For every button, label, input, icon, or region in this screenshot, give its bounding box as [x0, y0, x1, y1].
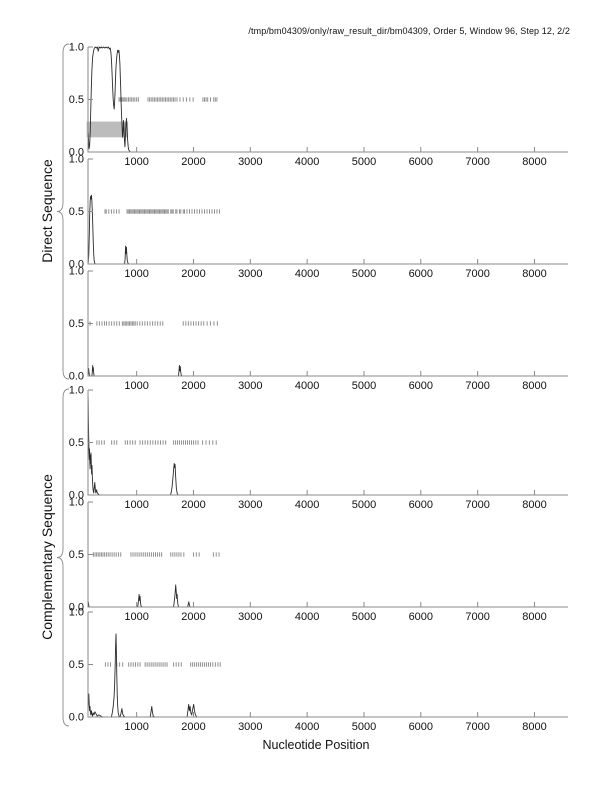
panel-direct-frame-1: 0.0 0.5 1.0 1000 2000 3000 4000 5000 6000 7000 800… [69, 42, 568, 168]
x-tick-label: 1000 [124, 268, 148, 280]
panel-direct-frame-2: 0.0 0.5 1.0 1000 2000 3000 4000 5000 6000 7000 800… [69, 154, 568, 280]
marks-row [104, 662, 221, 667]
x-tick-label: 2000 [181, 380, 205, 392]
x-tick-label: 6000 [409, 156, 433, 168]
x-axis-label: Nucleotide Position [262, 738, 370, 752]
x-tick-label: 7000 [465, 611, 489, 623]
x-tick-label: 3000 [238, 380, 262, 392]
x-tick-label: 6000 [409, 268, 433, 280]
axes-spines [87, 159, 568, 265]
marks-row [96, 440, 217, 445]
panel-complementary-frame-2: 0.0 0.5 1.0 1000 2000 3000 4000 5000 6000 7000 800… [69, 497, 568, 623]
x-tick-label: 7000 [465, 268, 489, 280]
marks-row [89, 321, 218, 326]
x-tick-label: 5000 [352, 611, 376, 623]
x-tick-label: 2000 [181, 721, 205, 733]
x-tick-label: 6000 [409, 721, 433, 733]
y-tick-label: 0.5 [69, 549, 84, 561]
marks-row [104, 209, 221, 214]
x-tick-label: 5000 [352, 156, 376, 168]
x-tick-label: 8000 [522, 721, 546, 733]
x-tick-label: 8000 [522, 611, 546, 623]
y-tick-label: 1.0 [69, 154, 84, 166]
y-tick-label: 1.0 [69, 42, 84, 54]
x-tick-label: 1000 [124, 499, 148, 511]
x-tick-label: 5000 [352, 268, 376, 280]
probability-curve [87, 194, 568, 265]
x-tick-label: 3000 [238, 268, 262, 280]
predicted-region-box [86, 121, 129, 138]
x-tick-label: 6000 [409, 499, 433, 511]
plot-title: /tmp/bm04309/only/raw_result_dir/bm04309… [248, 26, 570, 36]
x-tick-label: 4000 [295, 611, 319, 623]
y-tick-label: 1.0 [69, 385, 84, 397]
x-tick-label: 1000 [124, 380, 148, 392]
x-tick-label: 2000 [181, 499, 205, 511]
axes-spines [87, 612, 568, 718]
complementary-sequence-brace [56, 388, 70, 727]
x-tick-label: 3000 [238, 721, 262, 733]
x-tick-label: 7000 [465, 499, 489, 511]
y-tick-label: 1.0 [69, 497, 84, 509]
axes-spines [87, 47, 568, 153]
x-tick-label: 8000 [522, 156, 546, 168]
probability-curve [87, 46, 568, 153]
x-tick-label: 5000 [352, 499, 376, 511]
panel-direct-frame-3: 0.0 0.5 1.0 1000 2000 3000 4000 5000 6000 7000 800… [69, 266, 568, 392]
x-tick-label: 7000 [465, 156, 489, 168]
y-tick-label: 0.0 [69, 147, 84, 159]
x-tick-label: 4000 [295, 721, 319, 733]
x-tick-label: 3000 [238, 499, 262, 511]
x-tick-label: 7000 [465, 721, 489, 733]
direct-sequence-brace [56, 43, 70, 380]
panel-complementary-frame-3: 0.0 0.5 1.0 1000 2000 3000 4000 5000 6000 7000 800… [69, 607, 568, 733]
y-tick-label: 0.0 [69, 602, 84, 614]
y-tick-label: 0.5 [69, 94, 84, 106]
y-tick-label: 1.0 [69, 266, 84, 278]
x-tick-label: 2000 [181, 156, 205, 168]
x-tick-label: 8000 [522, 499, 546, 511]
x-tick-label: 3000 [238, 611, 262, 623]
panel-complementary-frame-1: 0.0 0.5 1.0 1000 2000 3000 4000 5000 6000 7000 800… [69, 385, 568, 511]
x-tick-label: 7000 [465, 380, 489, 392]
probability-curve [87, 365, 568, 377]
y-tick-label: 0.0 [69, 490, 84, 502]
x-tick-label: 5000 [352, 721, 376, 733]
x-tick-label: 6000 [409, 380, 433, 392]
x-tick-label: 4000 [295, 156, 319, 168]
y-tick-label: 0.0 [69, 712, 84, 724]
y-tick-label: 1.0 [69, 607, 84, 619]
x-tick-label: 4000 [295, 380, 319, 392]
x-tick-label: 8000 [522, 268, 546, 280]
x-tick-label: 4000 [295, 499, 319, 511]
x-tick-label: 1000 [124, 611, 148, 623]
x-tick-label: 2000 [181, 268, 205, 280]
probability-curve [87, 393, 568, 496]
y-tick-label: 0.5 [69, 437, 84, 449]
y-tick-label: 0.5 [69, 206, 84, 218]
x-tick-label: 5000 [352, 380, 376, 392]
x-tick-label: 6000 [409, 611, 433, 623]
y-tick-label: 0.0 [69, 371, 84, 383]
x-tick-label: 8000 [522, 380, 546, 392]
y-tick-label: 0.5 [69, 659, 84, 671]
probability-curve [87, 584, 568, 608]
y-tick-label: 0.5 [69, 318, 84, 330]
x-tick-label: 1000 [124, 156, 148, 168]
x-tick-label: 1000 [124, 721, 148, 733]
y-tick-label: 0.0 [69, 259, 84, 271]
marks-row [92, 552, 220, 557]
x-tick-label: 2000 [181, 611, 205, 623]
x-tick-label: 4000 [295, 268, 319, 280]
marks-row [118, 97, 218, 102]
axes-spines [87, 390, 568, 496]
x-tick-label: 3000 [238, 156, 262, 168]
probability-curve [87, 633, 568, 718]
